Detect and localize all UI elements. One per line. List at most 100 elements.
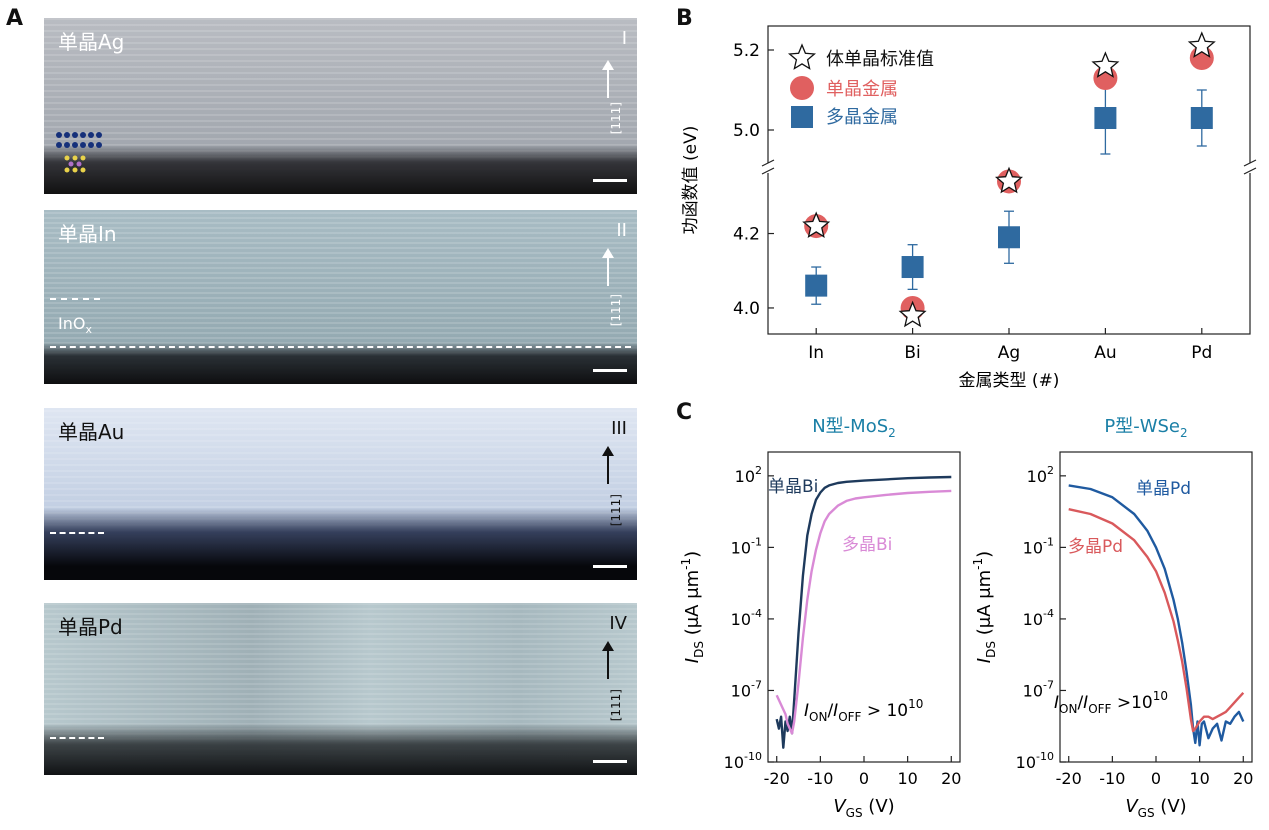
series-label: 单晶Pd <box>1136 479 1191 499</box>
tem-image-pd: 单晶Pd IV [111] <box>44 603 637 775</box>
x-tick-label: 0 <box>1151 769 1161 788</box>
bulk-standard-point <box>1091 51 1120 78</box>
scale-bar <box>593 179 627 182</box>
on-off-ratio-label: ION/IOFF > 1010 <box>804 697 923 724</box>
y-tick-label: 5.0 <box>733 121 760 141</box>
axis-break-mark <box>761 167 775 175</box>
tem-label: 单晶In <box>58 222 117 246</box>
legend-marker-star <box>787 43 817 70</box>
y-tick-label: 10-4 <box>1023 607 1054 629</box>
x-tick-label: 20 <box>1233 769 1253 788</box>
series-line <box>1068 508 1245 733</box>
tem-roman: III <box>611 418 627 439</box>
tem-label: 单晶Ag <box>58 30 125 54</box>
x-tick-label: Au <box>1094 343 1116 363</box>
poly-metal-point <box>901 256 924 279</box>
x-axis-label: 金属类型 (#) <box>959 371 1060 391</box>
tem-label: 单晶Pd <box>58 615 123 639</box>
series-label: 多晶Bi <box>842 535 892 555</box>
chart-title: P型-WSe2 <box>1104 416 1187 440</box>
legend-label: 单晶金属 <box>826 79 898 100</box>
tem-image-au: 单晶Au III [111] <box>44 408 637 580</box>
chart-title: N型-MoS2 <box>812 416 896 440</box>
panel-label-a: A <box>6 6 24 31</box>
y-tick-label: 4.0 <box>733 299 760 319</box>
y-tick-label: 10-7 <box>1023 678 1054 700</box>
tem-image-in: 单晶In II [111] InOx <box>44 210 637 384</box>
atom-model-icon <box>56 132 102 173</box>
axis-break-mark <box>1243 167 1257 175</box>
transfer-curve-mos2: N型-MoS2 -20 -10 0 10 20 102 10-1 10-4 10-7 10-10 VG… <box>679 416 961 820</box>
axis-break-mark <box>1243 159 1257 167</box>
x-tick-label: Ag <box>998 343 1020 363</box>
x-tick-label: 10 <box>897 769 917 788</box>
y-tick-label: 10-7 <box>731 678 762 700</box>
y-axis-label: IDS (μA μm-1) <box>971 551 998 663</box>
y-tick-label: 4.2 <box>733 225 760 245</box>
y-tick-label: 10-1 <box>1023 535 1054 557</box>
bulk-standard-point <box>898 300 927 328</box>
tem-label: 单晶Au <box>58 420 125 444</box>
x-axis-label: VGS (V) <box>1125 796 1186 820</box>
bulk-standard-point <box>994 166 1024 194</box>
x-tick-label: 20 <box>941 769 961 788</box>
interface-line <box>50 346 631 348</box>
axis-break-mark <box>761 159 775 167</box>
direction-label: [111] <box>609 689 623 722</box>
series-label: 多晶Pd <box>1068 537 1123 557</box>
direction-label: [111] <box>609 102 623 135</box>
legend-marker-circle <box>790 76 814 100</box>
series-line <box>775 475 952 749</box>
y-tick-label: 102 <box>735 464 762 486</box>
tem-roman: IV <box>609 613 627 634</box>
tem-roman: I <box>621 28 627 49</box>
transfer-curve-wse2: P型-WSe2 -20 -10 0 10 20 102 10-1 10-4 10-7 10-10 VG… <box>971 416 1253 820</box>
axis-break-gap <box>1245 163 1255 173</box>
y-tick-label: 10-10 <box>724 750 762 772</box>
legend-marker-square <box>791 106 813 128</box>
tem-image-ag: 单晶Ag I [111] <box>44 18 637 194</box>
panel-label-c: C <box>676 400 693 425</box>
scale-bar <box>593 369 627 372</box>
x-tick-label: -20 <box>764 769 790 788</box>
interface-line <box>50 532 104 534</box>
y-tick-label: 102 <box>1027 464 1054 486</box>
y-axis-label: 功函数值 (eV) <box>681 126 701 235</box>
y-tick-label: 10-10 <box>1016 750 1054 772</box>
direction-label: [111] <box>609 294 623 327</box>
up-arrow-icon <box>602 248 614 286</box>
series-line <box>1068 484 1245 747</box>
tem-roman: II <box>616 220 627 241</box>
interface-line <box>50 298 100 300</box>
x-tick-label: -20 <box>1056 769 1082 788</box>
poly-metal-point <box>1094 107 1117 129</box>
axis-break-gap <box>763 163 773 173</box>
scale-bar <box>593 565 627 568</box>
y-tick-label: 10-4 <box>731 607 762 629</box>
series-label: 单晶Bi <box>768 477 818 497</box>
oxide-label: InOx <box>58 314 92 337</box>
y-tick-label: 10-1 <box>731 535 762 557</box>
poly-metal-point <box>998 226 1020 249</box>
legend-label: 多晶金属 <box>826 107 898 128</box>
x-tick-label: 0 <box>859 769 869 788</box>
y-tick-label: 5.2 <box>733 41 760 61</box>
up-arrow-icon <box>602 446 614 484</box>
panel-label-b: B <box>676 6 693 31</box>
x-tick-label: In <box>808 343 824 363</box>
y-axis-label: IDS (μA μm-1) <box>679 551 706 663</box>
x-tick-label: Bi <box>904 343 920 363</box>
x-tick-label: Pd <box>1191 343 1212 363</box>
bulk-standard-point <box>802 211 831 238</box>
work-function-chart: 5.0 5.2 4.0 4.2 In Bi Ag Au Pd 金属类型 (#) 功函数值 (eV) 体… <box>681 25 1257 391</box>
up-arrow-icon <box>602 641 614 679</box>
scale-bar <box>593 760 627 763</box>
x-axis-label: VGS (V) <box>833 796 894 820</box>
poly-metal-point <box>1190 107 1213 129</box>
direction-label: [111] <box>609 494 623 527</box>
x-tick-label: 10 <box>1189 769 1209 788</box>
series-line <box>775 489 952 735</box>
on-off-ratio-label: ION/IOFF >1010 <box>1054 689 1168 716</box>
x-tick-label: -10 <box>1099 769 1125 788</box>
up-arrow-icon <box>602 60 614 98</box>
